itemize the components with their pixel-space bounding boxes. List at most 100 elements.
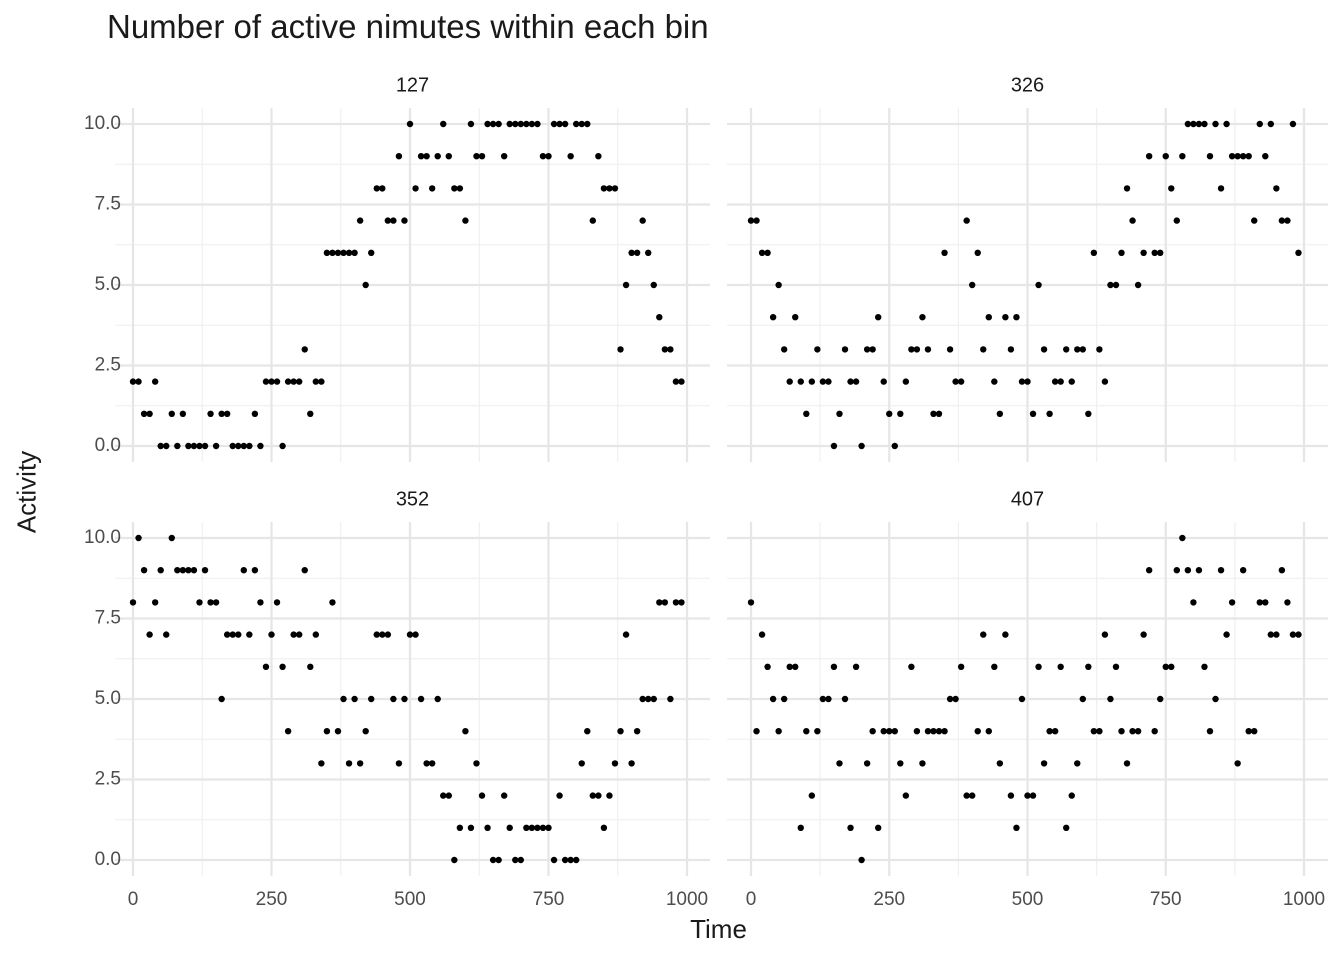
data-point (1024, 792, 1031, 799)
data-point (523, 120, 530, 128)
data-point (473, 153, 480, 160)
data-point (345, 249, 353, 256)
data-point (157, 567, 164, 574)
data-point (395, 760, 403, 767)
data-point (836, 410, 843, 417)
data-point (819, 378, 827, 385)
data-point (919, 760, 926, 767)
data-point (792, 663, 799, 670)
data-point (1201, 663, 1208, 670)
data-point (957, 663, 965, 670)
data-point (1245, 153, 1252, 160)
data-point (902, 792, 910, 799)
data-point (550, 856, 558, 864)
data-point (1007, 792, 1015, 799)
data-point (606, 185, 613, 192)
data-point (880, 378, 887, 385)
facet-strip-label: 352 (396, 488, 429, 510)
x-tick-label: 250 (256, 889, 288, 910)
data-point (500, 792, 508, 799)
data-point (312, 378, 320, 385)
data-point (146, 410, 153, 417)
data-point (423, 153, 430, 160)
data-point (334, 249, 342, 256)
data-point (991, 378, 998, 385)
data-point (996, 410, 1004, 417)
data-point (534, 824, 541, 831)
data-point (467, 824, 475, 831)
facet-strip-label: 407 (1011, 488, 1044, 510)
data-point (1112, 663, 1120, 670)
data-point (229, 442, 236, 450)
data-point (847, 378, 854, 385)
data-point (229, 631, 236, 638)
y-tick-label: 0.0 (95, 435, 121, 456)
data-point (1118, 249, 1125, 256)
data-point (478, 792, 486, 799)
data-point (891, 728, 898, 735)
data-point (1179, 534, 1186, 542)
data-point (512, 120, 519, 128)
chart-title: Number of active nimutes within each bin (107, 8, 709, 45)
data-point (600, 185, 608, 192)
data-point (874, 314, 882, 321)
data-point (207, 599, 214, 606)
data-point (1035, 663, 1042, 670)
data-point (196, 599, 203, 606)
data-point (307, 410, 314, 417)
data-point (678, 599, 685, 606)
data-point (1112, 281, 1120, 289)
data-point (1245, 728, 1252, 735)
data-point (617, 728, 624, 735)
data-point (1096, 728, 1103, 735)
data-point (545, 824, 552, 831)
data-point (786, 663, 793, 670)
data-point (384, 631, 392, 638)
data-point (140, 567, 148, 574)
data-point (406, 120, 414, 128)
data-point (775, 281, 782, 289)
data-point (1101, 631, 1109, 638)
data-point (356, 217, 364, 224)
x-axis-title: Time (690, 914, 747, 944)
data-point (1256, 599, 1263, 606)
data-point (841, 695, 849, 703)
data-point (334, 728, 342, 735)
data-point (1013, 314, 1020, 321)
data-point (218, 695, 225, 703)
data-point (1013, 824, 1020, 831)
data-point (512, 856, 519, 864)
data-point (1234, 760, 1241, 767)
data-point (556, 120, 563, 128)
data-point (1223, 631, 1230, 638)
data-point (797, 824, 804, 831)
data-point (246, 631, 253, 638)
data-point (650, 281, 657, 289)
data-point (323, 249, 331, 256)
data-point (611, 760, 619, 767)
data-point (1251, 728, 1258, 735)
data-point (1129, 217, 1136, 224)
data-point (1217, 567, 1225, 574)
data-point (963, 217, 970, 224)
data-point (523, 824, 530, 831)
data-point (151, 599, 159, 606)
data-point (373, 631, 380, 638)
data-point (886, 728, 893, 735)
data-point (489, 120, 497, 128)
data-point (240, 567, 247, 574)
data-point (528, 120, 536, 128)
data-point (1035, 281, 1042, 289)
data-point (301, 567, 308, 574)
data-point (678, 378, 685, 385)
data-point (573, 856, 580, 864)
data-point (268, 378, 275, 385)
data-point (747, 599, 755, 606)
facet-panel-127: 127 0.0 2.5 5.0 7.5 10.0 (84, 74, 710, 462)
data-point (506, 120, 513, 128)
y-tick-label: 10.0 (84, 527, 121, 548)
data-point (930, 728, 937, 735)
data-point (168, 410, 175, 417)
data-point (1262, 153, 1269, 160)
data-point (135, 378, 142, 385)
